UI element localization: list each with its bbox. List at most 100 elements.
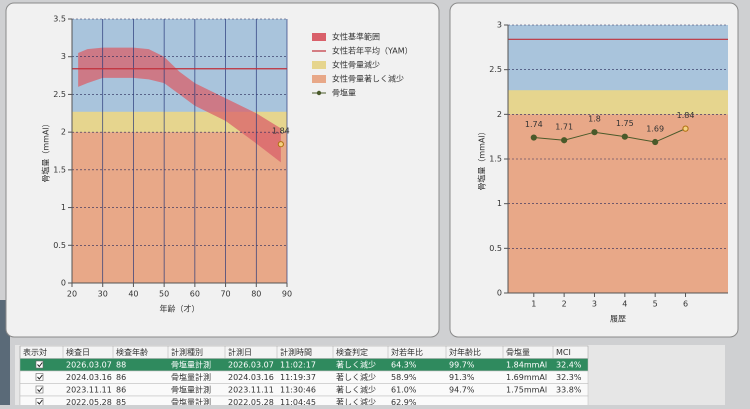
table-cell: 94.7% [449,385,475,394]
band [72,132,287,283]
x-tick-label: 30 [98,290,108,299]
table-cell: 2026.03.07 [66,360,112,369]
x-tick-label: 20 [67,290,77,299]
reference-range [78,47,281,163]
table-cell: 2022.05.28 [66,398,112,405]
table-cell: 91.3% [449,373,475,382]
table-cell: 11:04:45 [280,398,316,405]
data-label: 1.69 [646,125,664,134]
x-tick-label: 4 [622,300,627,309]
table-cell: 著しく減少 [336,372,376,382]
table-cell: 99.7% [449,360,475,369]
table-cell: 11:19:37 [280,373,316,382]
table-cell: 61.0% [391,385,417,394]
data-point [621,133,628,140]
table-cell: 32.3% [556,373,582,382]
table-cell: 2026.03.07 [228,360,274,369]
x-tick-label: 90 [282,290,292,299]
y-tick-label: 0.5 [53,241,66,250]
column-header: MCI [556,348,571,357]
table-cell: 2023.11.11 [228,385,274,394]
data-label: 1.84 [272,127,290,136]
legend-label: 骨塩量 [332,88,356,98]
checkmark [37,387,43,393]
y-tick-label: 1.5 [53,165,66,174]
x-tick-label: 2 [562,300,567,309]
legend-label: 女性若年平均（YAM） [332,46,413,56]
data-label: 1.71 [555,123,573,132]
table-cell: 2024.03.16 [228,373,274,382]
checkbox [35,385,44,394]
table-cell: 11:30:46 [280,385,316,394]
data-point [591,129,598,136]
y-tick-label: 1 [497,199,502,208]
data-point [530,134,537,141]
x-tick-label: 5 [653,300,658,309]
table-cell: 著しく減少 [336,397,376,405]
table-cell: 著しく減少 [336,359,376,369]
table-cell: 2022.05.28 [228,398,274,405]
data-point [277,141,284,148]
data-point [652,138,659,146]
checkbox [35,373,44,381]
y-tick-label: 3 [497,21,502,30]
x-tick-label: 70 [220,290,230,299]
column-header: 計測種別 [171,347,203,357]
table-cell: 58.9% [391,373,417,382]
y-tick-label: 2 [497,110,502,119]
legend-swatch [312,61,326,69]
legend-swatch [316,90,322,96]
table-cell: 骨塩量計測 [171,372,211,382]
table-cell: 64.3% [391,360,417,369]
y-tick-label: 3 [61,52,66,61]
table-cell: 著しく減少 [336,384,376,394]
legend-label: 女性骨量減少 [332,60,380,70]
x-tick-label: 6 [683,300,688,309]
data-point [561,137,568,144]
side-strip [0,300,10,405]
x-axis-label: 年齢（才） [160,304,200,314]
data-label: 1.8 [588,115,601,124]
legend-swatch [312,75,326,83]
legend-label: 女性骨量著しく減少 [332,74,404,84]
table-cell: 1.84mmAl [506,360,547,369]
table-cell: 11:02:17 [280,360,316,369]
y-tick-label: 2.5 [489,65,502,74]
checkbox [35,360,44,369]
y-tick-label: 3.5 [53,15,66,24]
x-tick-label: 50 [159,290,169,299]
data-label: 1.84 [677,111,695,120]
table-cell: 86 [116,373,126,382]
table-cell: 33.8% [556,385,582,394]
checkmark [37,362,43,368]
data-point [682,125,689,132]
data-label: 1.74 [525,120,543,129]
x-tick-label: 40 [128,290,138,299]
x-tick-label: 1 [531,300,536,309]
table: 表示対 検査日 検査年齢 計測種別 計測日 計測時間 検査判定 対若年比 対年齢比 骨塩量 MCI 2… [19,345,589,409]
table-cell: 85 [116,398,126,405]
table-cell: 86 [116,385,126,394]
y-tick-label: 2.5 [53,90,66,99]
table-cell: 1.69mmAl [506,373,547,382]
x-axis-label: 履歴 [610,315,626,324]
column-header: 検査判定 [336,347,368,357]
checkmark [37,399,43,405]
column-header: 対若年比 [391,347,423,357]
column-header: 表示対 [23,347,47,357]
column-header: 計測時間 [280,347,312,357]
y-tick-label: 0 [61,279,66,288]
x-tick-label: 3 [592,300,597,309]
column-header: 検査年齢 [116,347,148,357]
y-tick-label: 2 [61,128,66,137]
table-cell: 88 [116,360,126,369]
y-tick-label: 1 [61,203,66,212]
data-label: 1.75 [616,119,634,128]
legend-swatch [312,33,326,41]
column-header: 骨塩量 [506,347,530,357]
legend-label: 女性基準範囲 [332,32,380,42]
column-header: 検査日 [66,347,90,357]
table-cell: 62.9% [391,398,417,405]
